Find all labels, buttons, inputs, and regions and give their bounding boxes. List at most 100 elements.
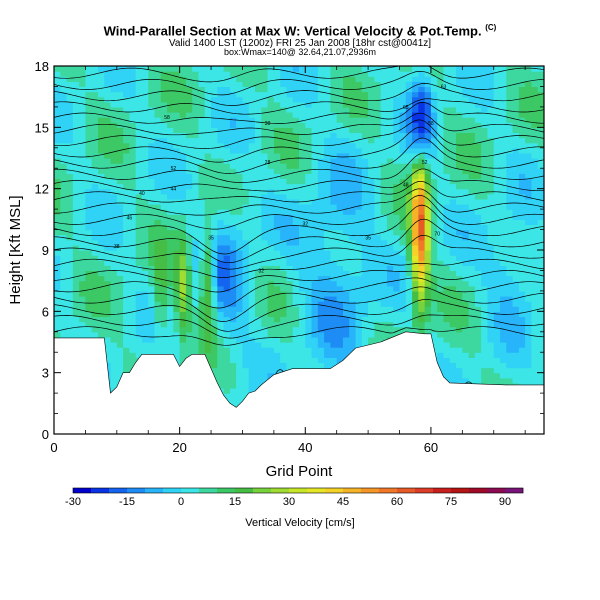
velocity-cell [292,96,300,103]
velocity-cell [160,76,168,82]
velocity-cell [393,198,401,205]
velocity-cell [129,106,137,113]
velocity-cell [424,285,432,292]
velocity-cell [399,198,407,205]
velocity-cell [481,321,489,328]
velocity-cell [368,193,375,200]
velocity-cell [342,336,350,343]
velocity-cell [299,311,306,318]
velocity-cell [317,331,325,338]
velocity-cell [399,219,407,226]
velocity-cell [248,342,256,348]
velocity-cell [317,71,325,77]
velocity-cell [148,270,156,277]
velocity-cell [393,239,401,246]
velocity-cell [443,239,451,246]
velocity-cell [349,204,357,210]
velocity-cell [437,117,445,123]
velocity-cell [412,209,419,215]
velocity-cell [368,296,375,302]
velocity-cell [324,86,332,93]
velocity-cell [305,234,313,241]
velocity-cell [361,163,369,169]
velocity-cell [179,275,187,282]
velocity-cell [104,198,112,205]
velocity-cell [374,122,382,128]
velocity-cell [349,137,357,144]
velocity-cell [135,331,143,338]
velocity-cell [91,229,99,236]
velocity-cell [305,117,313,123]
velocity-cell [185,71,193,77]
velocity-cell [173,178,181,185]
velocity-cell [273,152,281,159]
velocity-cell [349,311,357,318]
velocity-cell [66,147,74,154]
velocity-cell [192,188,200,195]
velocity-cell [342,280,350,287]
velocity-cell [342,316,350,323]
velocity-cell [217,352,225,358]
velocity-cell [368,219,375,226]
velocity-cell [430,275,438,282]
velocity-cell [255,198,262,205]
velocity-cell [123,117,130,123]
velocity-cell [299,71,306,77]
velocity-cell [280,239,288,246]
velocity-cell [418,311,426,318]
velocity-cell [160,152,168,159]
velocity-cell [267,137,275,144]
velocity-cell [204,290,212,297]
velocity-cell [286,265,294,272]
velocity-cell [330,193,338,200]
velocity-cell [430,173,438,180]
velocity-cell [192,96,200,103]
velocity-cell [167,250,174,256]
velocity-cell [324,290,332,297]
velocity-cell [280,275,288,282]
velocity-cell [412,106,419,113]
velocity-cell [273,66,281,72]
velocity-cell [342,152,350,159]
velocity-cell [286,336,294,343]
velocity-cell [211,352,218,358]
velocity-cell [160,117,168,123]
velocity-cell [167,112,174,118]
velocity-cell [261,86,269,93]
velocity-cell [72,275,80,282]
velocity-cell [399,275,407,282]
velocity-cell [267,311,275,318]
velocity-cell [380,239,388,246]
velocity-cell [280,224,288,231]
velocity-cell [104,336,112,343]
velocity-cell [261,306,269,312]
velocity-cell [104,214,112,220]
velocity-cell [60,132,68,139]
velocity-cell [336,91,344,98]
velocity-cell [54,331,61,338]
velocity-cell [91,117,99,123]
velocity-cell [85,250,93,256]
velocity-cell [481,158,489,164]
velocity-cell [179,173,187,180]
velocity-cell [273,81,281,88]
velocity-cell [198,152,206,159]
velocity-cell [393,81,401,88]
velocity-cell [148,137,156,144]
velocity-cell [393,173,401,180]
velocity-cell [104,347,112,353]
velocity-cell [443,244,451,251]
velocity-cell [123,112,130,118]
velocity-cell [437,290,445,297]
velocity-cell [361,260,369,266]
velocity-cell [154,280,162,287]
velocity-cell [330,66,338,72]
velocity-cell [229,163,237,169]
velocity-cell [255,193,262,200]
velocity-cell [54,86,61,93]
velocity-cell [97,71,105,77]
velocity-cell [211,209,218,215]
velocity-cell [110,81,118,88]
velocity-cell [305,142,313,149]
velocity-cell [179,357,187,364]
